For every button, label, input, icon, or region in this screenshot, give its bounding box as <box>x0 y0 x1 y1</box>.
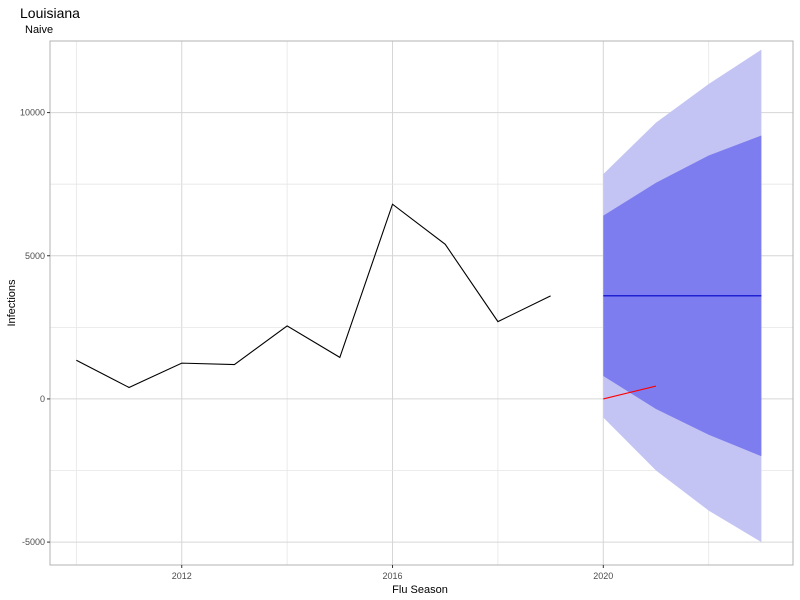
y-tick-label: 10000 <box>20 108 45 118</box>
series-lines <box>76 203 762 400</box>
observed-line <box>76 203 551 389</box>
x-axis-title: Flu Season <box>392 584 448 596</box>
y-axis-ticks: -5000 0 5000 10000 <box>20 108 50 547</box>
y-tick-label: 5000 <box>25 251 45 261</box>
y-tick-label: 0 <box>40 394 45 404</box>
chart-title: Louisiana <box>20 5 80 21</box>
y-axis-title: Infections <box>6 279 18 327</box>
x-tick-label: 2012 <box>172 571 192 581</box>
x-tick-label: 2020 <box>593 571 613 581</box>
x-axis-ticks: 2012 2016 2020 <box>172 565 613 581</box>
panel-border <box>49 40 794 566</box>
y-tick-label: -5000 <box>22 537 45 547</box>
x-tick-label: 2016 <box>383 571 403 581</box>
chart-subtitle: Naive <box>25 24 54 36</box>
actual-line <box>603 385 657 400</box>
